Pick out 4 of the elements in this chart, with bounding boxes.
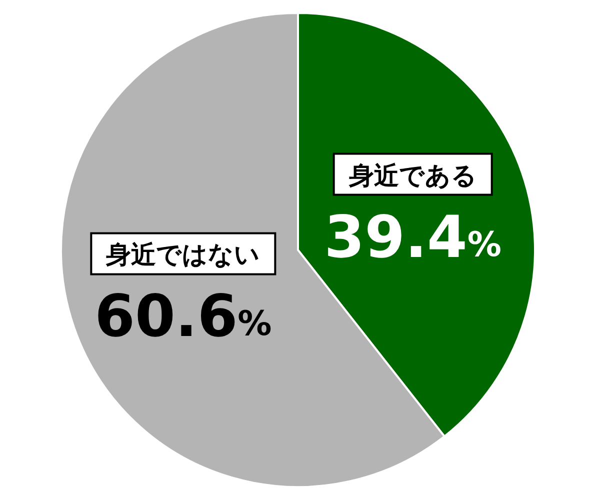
- slice-label: 身近ではない: [105, 240, 260, 270]
- data-label: 60.6%: [94, 282, 272, 350]
- slice-label: 身近である: [348, 160, 477, 190]
- data-label: 39.4%: [324, 202, 502, 271]
